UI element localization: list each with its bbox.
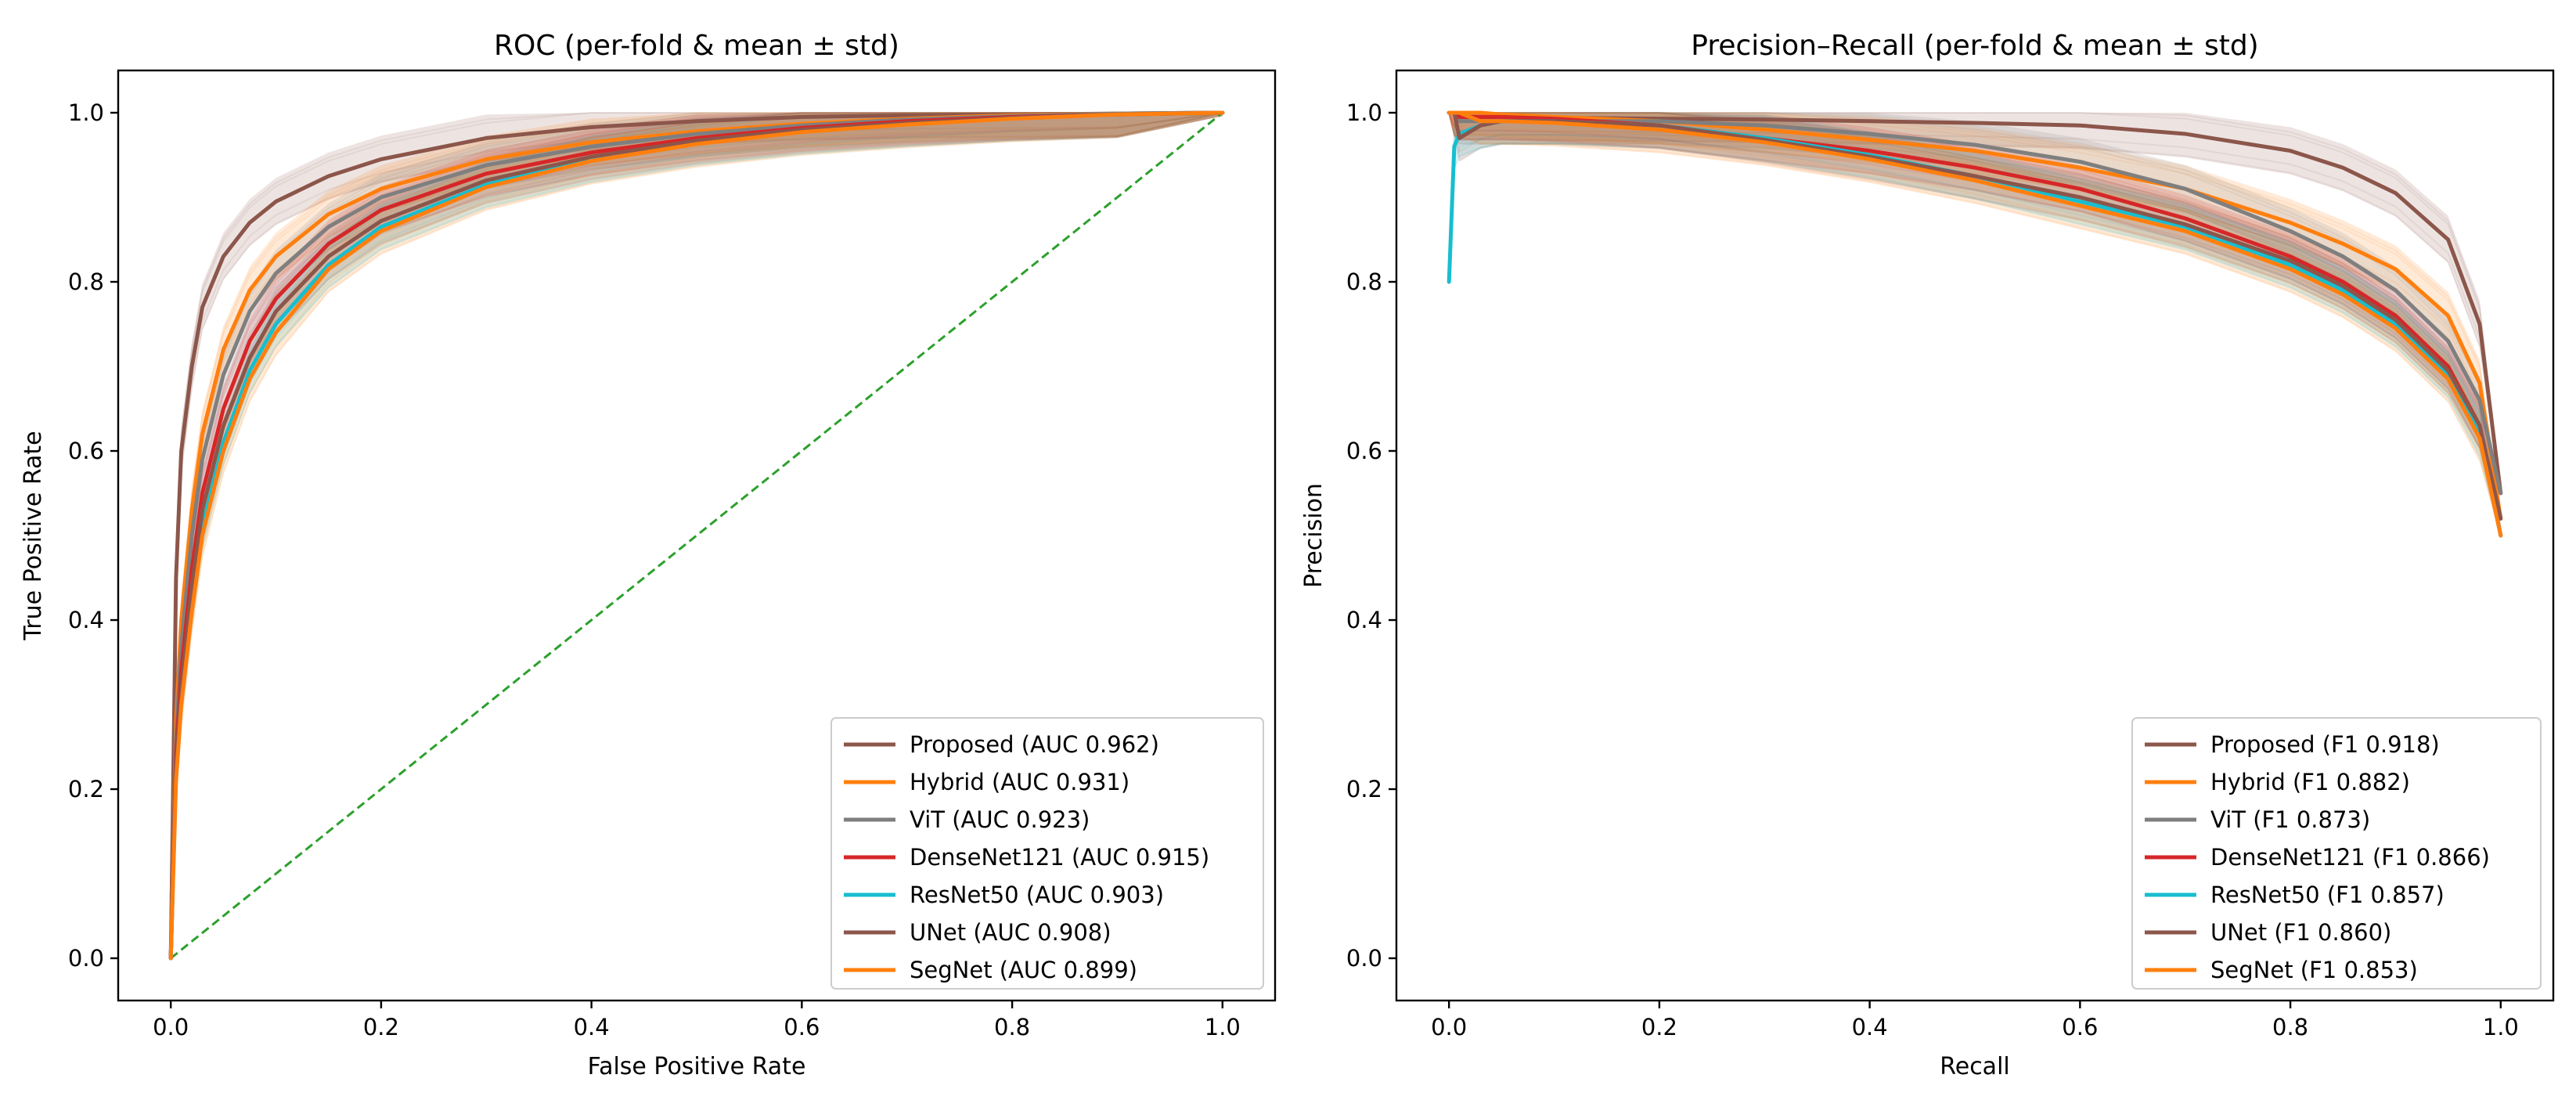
roc-legend-box — [830, 717, 1264, 990]
pr-legend-label: ResNet50 (F1 0.857) — [2210, 882, 2444, 908]
pr-legend-label: ViT (F1 0.873) — [2210, 806, 2370, 833]
pr-legend-label: DenseNet121 (F1 0.866) — [2210, 844, 2490, 871]
roc-panel: 0.0 0.2 0.4 0.6 0.8 1.0 0.0 0.2 0.4 0.6 0.8 1.0 ROC… — [20, 30, 1277, 1080]
pr-resnet50-fold-line — [1448, 142, 2502, 536]
pr-hybrid-mean-line — [1447, 110, 2503, 521]
pr-legend-label: UNet (F1 0.860) — [2210, 919, 2391, 946]
pr-unet-fold-line — [1448, 112, 2502, 519]
pr-title: Precision–Recall (per-fold & mean ± std) — [1691, 30, 2258, 62]
roc-legend-label: SegNet (AUC 0.899) — [910, 957, 1137, 983]
roc-x-tick-label: 0.0 — [153, 1014, 189, 1040]
roc-x-tick-label: 0.8 — [994, 1014, 1030, 1040]
roc-x-axis-label: False Positive Rate — [588, 1053, 806, 1080]
pr-legend: Proposed (F1 0.918) Hybrid (F1 0.882) ViT … — [2131, 717, 2542, 990]
pr-segnet-fold-line — [1448, 112, 2502, 536]
roc-legend-label: ResNet50 (AUC 0.903) — [910, 882, 1164, 908]
pr-panel: 0.0 0.2 0.4 0.6 0.8 1.0 0.0 0.2 0.4 0.6 0.8 1.0 Pre… — [1300, 30, 2555, 1080]
roc-y-tick-label: 0.0 — [68, 945, 104, 972]
pr-vit-fold-line — [1448, 112, 2502, 494]
roc-plot-frame — [117, 69, 1277, 1002]
pr-legend-box — [2131, 717, 2542, 990]
pr-y-tick-label: 0.4 — [1346, 607, 1382, 633]
pr-y-tick-label: 0.2 — [1346, 776, 1382, 802]
pr-plot-frame — [1395, 69, 2555, 1002]
pr-unet-std-band — [1449, 113, 2501, 522]
pr-x-tick-label: 0.0 — [1431, 1014, 1467, 1040]
roc-legend: Proposed (AUC 0.962) Hybrid (AUC 0.931) Vi… — [830, 717, 1264, 990]
pr-y-tick-label: 0.8 — [1346, 269, 1382, 295]
roc-y-tick-label: 0.8 — [68, 269, 104, 295]
pr-resnet50-fold-line — [1448, 134, 2502, 536]
pr-y-axis-label: Precision — [1300, 483, 1328, 588]
roc-segnet-fold-line — [170, 112, 1223, 959]
roc-y-tick-label: 1.0 — [68, 99, 104, 126]
pr-x-tick-label: 0.6 — [2062, 1014, 2098, 1040]
pr-x-axis-label: Recall — [1940, 1053, 2010, 1080]
pr-densenet121-std-band — [1449, 113, 2501, 539]
roc-proposed-std-band — [171, 113, 1223, 958]
pr-unet-mean-line — [1447, 110, 2503, 521]
pr-densenet121-mean-line — [1447, 110, 2503, 538]
roc-legend-label: Hybrid (AUC 0.931) — [910, 769, 1129, 795]
roc-y-tick-label: 0.2 — [68, 776, 104, 802]
pr-segnet-std-band — [1449, 113, 2501, 539]
pr-y-tick-label: 0.0 — [1346, 945, 1382, 972]
roc-legend-label: DenseNet121 (AUC 0.915) — [910, 844, 1209, 871]
roc-proposed-fold-line — [170, 112, 1223, 959]
roc-x-tick-label: 0.4 — [574, 1014, 610, 1040]
pr-hybrid-std-band — [1449, 113, 2501, 522]
pr-y-tick-label: 0.6 — [1346, 438, 1382, 464]
pr-x-tick-label: 0.4 — [1852, 1014, 1888, 1040]
pr-vit-fold-line — [1448, 112, 2502, 494]
roc-proposed-fold-line — [170, 112, 1223, 959]
roc-y-axis-label: True Positive Rate — [20, 431, 47, 640]
roc-y-tick-label: 0.6 — [68, 438, 104, 464]
pr-proposed-fold-line — [1448, 112, 2502, 494]
roc-x-tick-label: 0.6 — [784, 1014, 820, 1040]
roc-segnet-mean-line — [168, 110, 1225, 961]
roc-x-tick-label: 1.0 — [1205, 1014, 1241, 1040]
roc-title: ROC (per-fold & mean ± std) — [494, 30, 899, 62]
pr-x-tick-label: 0.2 — [1641, 1014, 1677, 1040]
roc-y-tick-label: 0.4 — [68, 607, 104, 633]
roc-legend-label: ViT (AUC 0.923) — [910, 806, 1090, 833]
pr-x-tick-label: 0.8 — [2272, 1014, 2308, 1040]
pr-unet-fold-line — [1448, 112, 2502, 519]
pr-segnet-mean-line — [1447, 110, 2503, 538]
pr-resnet50-std-band — [1449, 113, 2501, 539]
roc-proposed-mean-line — [168, 110, 1225, 961]
roc-legend-label: UNet (AUC 0.908) — [910, 919, 1111, 946]
pr-legend-label: Hybrid (F1 0.882) — [2210, 769, 2410, 795]
pr-x-tick-label: 1.0 — [2483, 1014, 2519, 1040]
pr-legend-label: Proposed (F1 0.918) — [2210, 731, 2440, 758]
roc-x-tick-label: 0.2 — [363, 1014, 399, 1040]
pr-legend-label: SegNet (F1 0.853) — [2210, 957, 2418, 983]
pr-y-tick-label: 1.0 — [1346, 99, 1382, 126]
pr-segnet-fold-line — [1448, 112, 2502, 536]
roc-chance-line — [170, 111, 1223, 960]
roc-legend-label: Proposed (AUC 0.962) — [910, 731, 1159, 758]
pr-densenet121-fold-line — [1448, 112, 2502, 536]
